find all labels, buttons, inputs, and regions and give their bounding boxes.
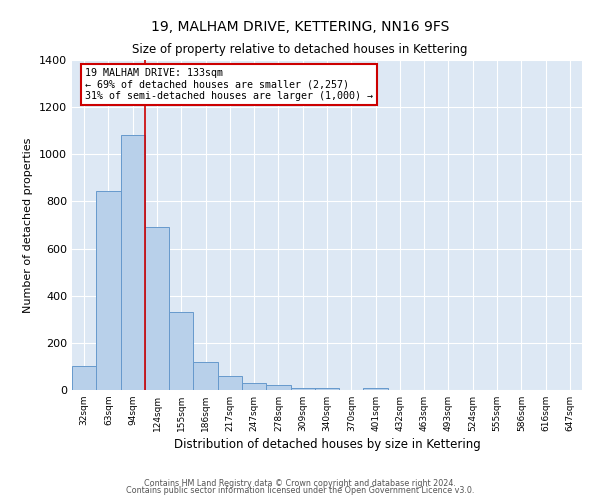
Text: Size of property relative to detached houses in Kettering: Size of property relative to detached ho… xyxy=(132,42,468,56)
Text: Contains public sector information licensed under the Open Government Licence v3: Contains public sector information licen… xyxy=(126,486,474,495)
Bar xyxy=(290,388,315,390)
Bar xyxy=(145,228,169,390)
Text: 19 MALHAM DRIVE: 133sqm
← 69% of detached houses are smaller (2,257)
31% of semi: 19 MALHAM DRIVE: 133sqm ← 69% of detache… xyxy=(85,68,373,102)
Bar xyxy=(315,388,339,390)
Text: Contains HM Land Registry data © Crown copyright and database right 2024.: Contains HM Land Registry data © Crown c… xyxy=(144,478,456,488)
Bar xyxy=(169,312,193,390)
Bar xyxy=(242,383,266,390)
Bar xyxy=(218,376,242,390)
Bar xyxy=(266,386,290,390)
Bar xyxy=(121,136,145,390)
Bar xyxy=(364,388,388,390)
Text: 19, MALHAM DRIVE, KETTERING, NN16 9FS: 19, MALHAM DRIVE, KETTERING, NN16 9FS xyxy=(151,20,449,34)
Bar xyxy=(96,191,121,390)
Bar xyxy=(72,366,96,390)
X-axis label: Distribution of detached houses by size in Kettering: Distribution of detached houses by size … xyxy=(173,438,481,451)
Bar xyxy=(193,362,218,390)
Y-axis label: Number of detached properties: Number of detached properties xyxy=(23,138,34,312)
